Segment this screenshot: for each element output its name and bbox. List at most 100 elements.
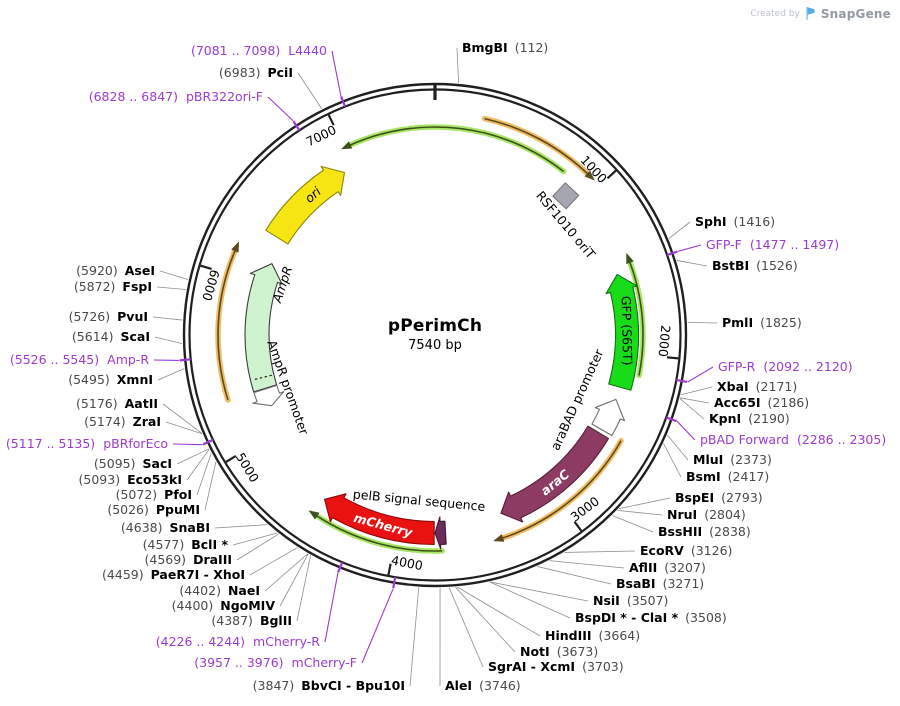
orf-arc-arrowhead [626, 252, 634, 265]
primer-leader-line [687, 366, 714, 383]
tick-label: 7000 [303, 122, 338, 149]
leader-line [549, 560, 625, 569]
enzyme-label[interactable]: (4459) PaeR7I - XhoI [102, 567, 245, 582]
orf-arc[interactable] [501, 440, 622, 540]
feature-ampr-promoter[interactable] [252, 384, 285, 407]
feature-ori[interactable] [265, 165, 346, 245]
primer-leader-line [267, 96, 294, 122]
leader-line [279, 553, 309, 607]
primer-label[interactable]: (7081 .. 7098) L4440 [191, 43, 327, 58]
enzyme-label[interactable]: BspDI * - ClaI * (3508) [575, 610, 727, 625]
leader-line [612, 515, 654, 533]
tick-mark [387, 563, 392, 576]
primer-site-marker[interactable] [202, 438, 214, 446]
orf-arc[interactable] [348, 126, 565, 173]
enzyme-label[interactable]: AleI (3746) [445, 678, 521, 693]
enzyme-label[interactable]: (5495) XmnI [68, 372, 153, 387]
orf-arc-arrowhead [493, 534, 505, 542]
enzyme-label[interactable]: (5095) SacI [94, 456, 172, 471]
enzyme-label[interactable]: BstBI (1526) [712, 258, 798, 273]
orf-arc[interactable] [628, 260, 644, 376]
primer-site-marker[interactable] [392, 577, 397, 589]
enzyme-label[interactable]: (5026) PpuMI [107, 502, 200, 517]
enzyme-label[interactable]: NruI (2804) [667, 507, 746, 522]
tick-mark [606, 169, 617, 180]
enzyme-label[interactable]: SgrAI - XcmI (3703) [488, 659, 624, 674]
enzyme-label[interactable]: (3847) BbvCI - Bpu10I [253, 678, 405, 693]
primer-site-marker[interactable] [292, 120, 301, 131]
orf-arc[interactable] [484, 117, 589, 176]
feature-pelb[interactable] [434, 516, 447, 550]
primer-label[interactable]: (5117 .. 5135) pBRforEco [6, 436, 168, 451]
enzyme-label[interactable]: BsmI (2417) [686, 469, 769, 484]
primer-site-marker[interactable] [666, 250, 678, 257]
primer-label[interactable]: (5526 .. 5545) Amp-R [10, 352, 149, 367]
feature-arabad-promoter[interactable] [591, 398, 626, 437]
enzyme-label[interactable]: (4569) DraIII [144, 552, 232, 567]
leader-line [680, 386, 713, 396]
orf-arc-arrowhead [341, 141, 353, 150]
primer-leader-line [172, 443, 203, 446]
enzyme-label[interactable]: NsiI (3507) [593, 593, 668, 608]
feature-mcherry[interactable] [324, 493, 435, 546]
enzyme-label[interactable]: (5614) ScaI [72, 329, 150, 344]
enzyme-label[interactable]: BspEI (2793) [675, 490, 763, 505]
enzyme-label[interactable]: (4400) NgoMIV [172, 598, 276, 613]
primer-leader-line [676, 420, 696, 441]
enzyme-label[interactable]: EcoRV (3126) [640, 543, 732, 558]
enzyme-label[interactable]: KpnI (2190) [709, 411, 790, 426]
primer-site-marker[interactable] [179, 358, 191, 362]
enzyme-label[interactable]: (4577) BclI * [143, 537, 229, 552]
enzyme-label[interactable]: (5920) AseI [76, 263, 155, 278]
enzyme-label[interactable]: BsaBI (3271) [616, 576, 704, 591]
leader-line [249, 547, 298, 576]
marker-rsf1010-orit[interactable] [552, 182, 580, 210]
primer-site-marker[interactable] [340, 95, 347, 107]
enzyme-label[interactable]: (5093) Eco53kI [79, 472, 182, 487]
leader-line [667, 434, 689, 461]
feature-gfp[interactable] [605, 273, 640, 391]
enzyme-label[interactable]: HindIII (3664) [545, 628, 640, 643]
enzyme-label[interactable]: (6983) PciI [219, 65, 293, 80]
enzyme-label[interactable]: (5872) FspI [74, 279, 152, 294]
enzyme-label[interactable]: BssHII (2838) [658, 524, 751, 539]
enzyme-label[interactable]: BmgBI (112) [462, 40, 548, 55]
primer-label[interactable]: GFP-R (2092 .. 2120) [718, 359, 853, 374]
enzyme-label[interactable]: (4638) SnaBI [121, 520, 210, 535]
leader-line [196, 453, 212, 496]
leader-line [159, 270, 189, 280]
primer-label[interactable]: pBAD Forward (2286 .. 2305) [700, 432, 886, 447]
feature-label-gfp[interactable]: GFP (S65T) [619, 296, 636, 366]
orf-arc[interactable] [315, 514, 443, 552]
enzyme-label[interactable]: AflII (3207) [629, 560, 706, 575]
enzyme-label[interactable]: SphI (1416) [695, 214, 775, 229]
enzyme-label[interactable]: XbaI (2171) [717, 379, 797, 394]
enzyme-label[interactable]: Acc65I (2186) [714, 395, 809, 410]
primer-label[interactable]: (3957 .. 3976) mCherry-F [194, 655, 357, 670]
enzyme-label[interactable]: PmlI (1825) [722, 315, 802, 330]
feature-label-pelb[interactable]: pelB signal sequence [352, 486, 486, 514]
enzyme-label[interactable]: MluI (2373) [693, 452, 772, 467]
enzyme-label[interactable]: (5176) AatII [76, 396, 158, 411]
enzyme-label[interactable]: (5174) ZraI [84, 414, 161, 429]
leader-line [152, 316, 183, 321]
primer-site-marker[interactable] [337, 561, 344, 573]
primer-label[interactable]: GFP-F (1477 .. 1497) [706, 237, 839, 252]
tick-mark [327, 114, 335, 126]
feature-arac[interactable] [500, 425, 610, 523]
leader-line [617, 509, 663, 516]
primer-site-marker[interactable] [665, 416, 677, 423]
enzyme-label[interactable]: (5726) PvuI [69, 309, 148, 324]
primer-label[interactable]: (6828 .. 6847) pBR322ori-F [89, 89, 263, 104]
enzyme-label[interactable]: (5072) PfoI [116, 487, 192, 502]
enzyme-label[interactable]: NotI (3673) [520, 644, 598, 659]
leader-line [156, 286, 187, 290]
primer-site-marker[interactable] [676, 378, 688, 384]
primer-label[interactable]: (4226 .. 4244) mCherry-R [156, 634, 321, 649]
enzyme-label[interactable]: (4387) BglII [211, 613, 292, 628]
feature-ampr[interactable] [244, 263, 283, 393]
orf-arc[interactable] [217, 249, 237, 401]
enzyme-label[interactable]: (4402) NaeI [179, 583, 260, 598]
leader-line [455, 586, 516, 653]
leader-line [232, 532, 278, 546]
